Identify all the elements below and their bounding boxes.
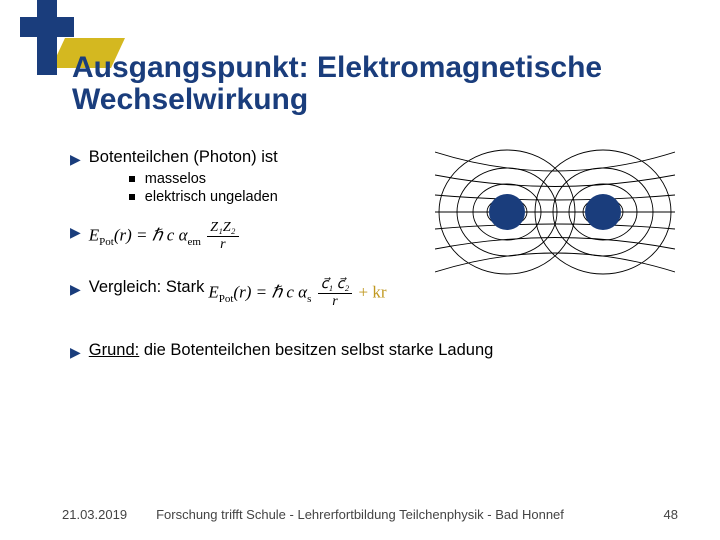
kr-term: + kr	[359, 282, 387, 301]
sub-item-2: elektrisch ungeladen	[129, 189, 278, 205]
footer-date: 21.03.2019	[62, 507, 127, 522]
formula-strong: EPot(r) = ℏ c αs c⃗₁ c⃗₂r + kr	[208, 278, 386, 309]
bullet-4: ▶ Grund: die Botenteilchen besitzen selb…	[70, 341, 690, 361]
bullet-4-text: Grund: die Botenteilchen besitzen selbst…	[89, 341, 494, 360]
formula-em: EPot(r) = ℏ c αem Z₁Z₂r	[89, 221, 241, 252]
triangle-icon: ▶	[70, 281, 81, 298]
sub-1-text: masselos	[145, 171, 206, 187]
triangle-icon: ▶	[70, 151, 81, 168]
title-line-2: Wechselwirkung	[72, 83, 308, 116]
bullet-2-formula: ▶ EPot(r) = ℏ c αem Z₁Z₂r	[70, 221, 690, 252]
triangle-icon: ▶	[70, 224, 81, 241]
square-icon	[129, 194, 135, 200]
title-line-1: Ausgangspunkt: Elektromagnetische	[72, 51, 602, 84]
bullet-1: ▶ Botenteilchen (Photon) ist masselos el…	[70, 148, 690, 207]
bullet-1-text: Botenteilchen (Photon) ist	[89, 148, 278, 166]
slide-title: Ausgangspunkt: Elektromagnetische Wechse…	[72, 52, 602, 117]
triangle-icon: ▶	[70, 344, 81, 361]
logo-blue-vertical	[37, 0, 57, 75]
footer-page: 48	[664, 507, 678, 522]
sub-list: masselos elektrisch ungeladen	[129, 171, 278, 205]
bullet-3-label: Vergleich: Stark	[89, 278, 205, 297]
sub-item-1: masselos	[129, 171, 278, 187]
sub-2-text: elektrisch ungeladen	[145, 189, 278, 205]
content-area: ▶ Botenteilchen (Photon) ist masselos el…	[70, 148, 690, 383]
bullet-3-formula: ▶ Vergleich: Stark EPot(r) = ℏ c αs c⃗₁ …	[70, 278, 690, 309]
footer: 21.03.2019 Forschung trifft Schule - Leh…	[0, 507, 720, 522]
square-icon	[129, 176, 135, 182]
